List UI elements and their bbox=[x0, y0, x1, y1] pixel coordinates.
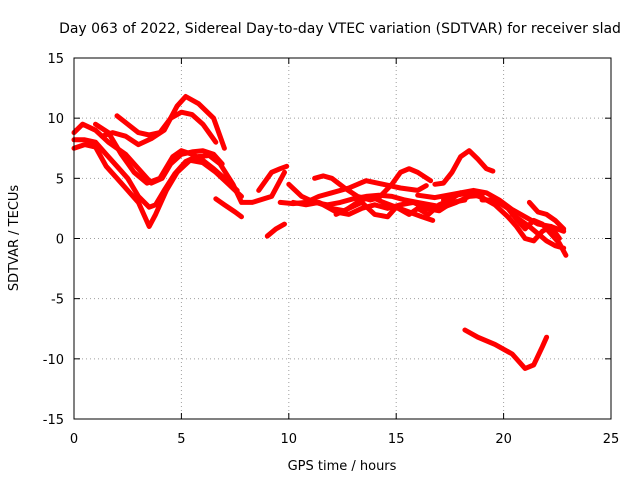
y-tick-label: 15 bbox=[47, 52, 64, 67]
y-axis-label: SDTVAR / TECUs bbox=[7, 185, 22, 292]
series-arc5 bbox=[99, 94, 227, 151]
axis-ticks: 0 5 10 15 20 25 -15 -10 -5 0 5 10 15 bbox=[43, 52, 620, 447]
series-arc14 bbox=[312, 166, 434, 203]
x-tick-label: 0 bbox=[70, 432, 78, 447]
series-arc6 bbox=[114, 109, 219, 145]
y-tick-label: 10 bbox=[47, 112, 64, 127]
x-tick-label: 20 bbox=[495, 432, 512, 447]
y-tick-label: -10 bbox=[43, 353, 64, 368]
series-arc15 bbox=[333, 199, 436, 223]
y-tick-label: 0 bbox=[56, 233, 64, 248]
x-tick-label: 25 bbox=[603, 432, 620, 447]
series-arc21 bbox=[526, 199, 567, 232]
series-arc8 bbox=[264, 221, 287, 239]
series-arc18 bbox=[441, 190, 562, 244]
x-axis-label: GPS time / hours bbox=[288, 459, 397, 474]
x-tick-label: 15 bbox=[388, 432, 405, 447]
y-tick-label: -5 bbox=[51, 293, 64, 308]
series-arc9 bbox=[256, 163, 290, 193]
y-tick-label: -15 bbox=[43, 413, 64, 428]
series-arc4 bbox=[93, 121, 240, 193]
series-arc20 bbox=[509, 211, 567, 251]
data-series-group bbox=[71, 94, 569, 371]
x-tick-label: 10 bbox=[281, 432, 298, 447]
chart-title: Day 063 of 2022, Sidereal Day-to-day VTE… bbox=[59, 21, 621, 37]
series-arc17 bbox=[432, 148, 496, 187]
grid-lines bbox=[74, 58, 611, 419]
series-arc7 bbox=[213, 196, 244, 220]
y-tick-label: 5 bbox=[56, 172, 64, 187]
x-tick-label: 5 bbox=[177, 432, 185, 447]
series-arc22 bbox=[462, 327, 550, 371]
